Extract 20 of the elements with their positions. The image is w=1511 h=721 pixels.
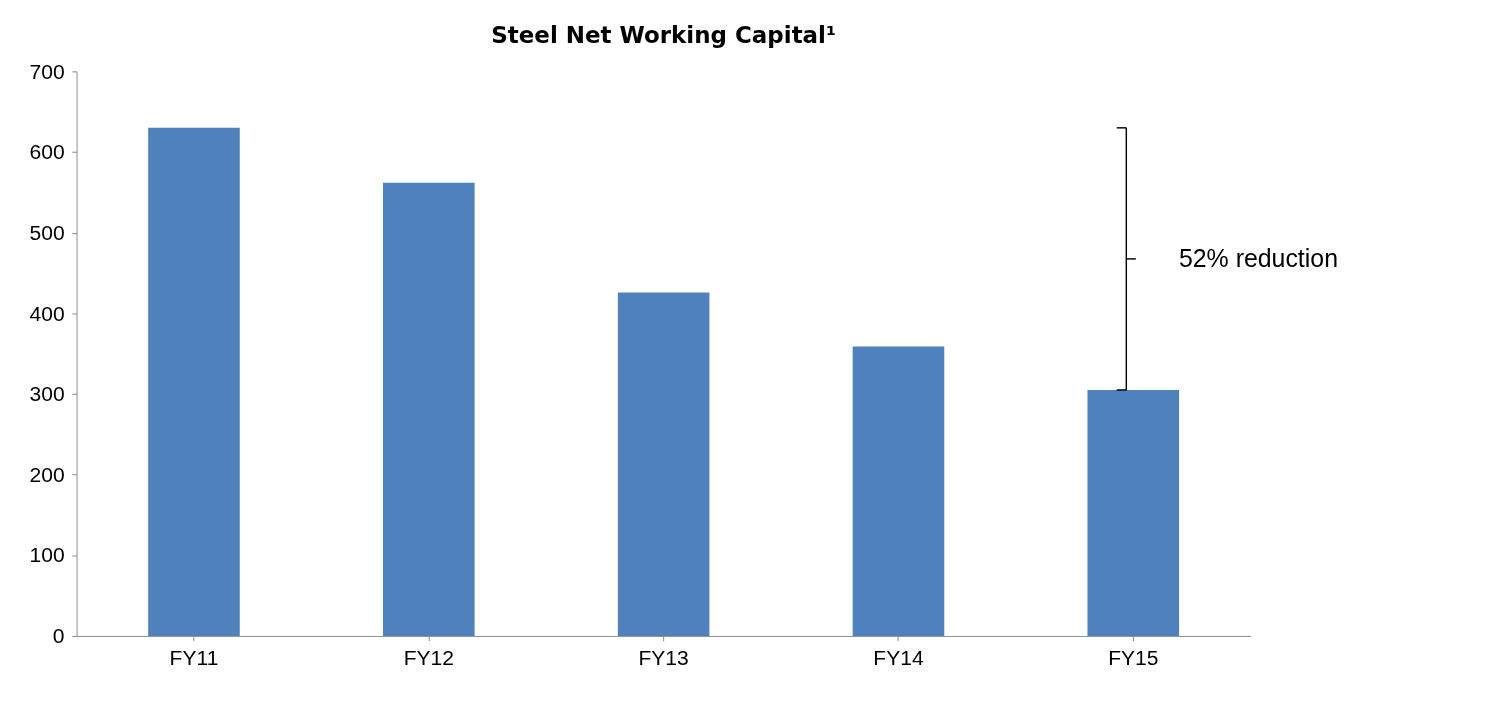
y-tick-label: 0 xyxy=(52,624,65,648)
bar xyxy=(383,182,475,636)
chart-title: Steel Net Working Capital¹ xyxy=(491,21,836,48)
y-tick-label: 200 xyxy=(29,462,65,486)
y-tick-label: 700 xyxy=(29,59,65,83)
x-tick-label: FY12 xyxy=(403,646,454,670)
bar xyxy=(1087,389,1180,636)
bar xyxy=(148,127,240,636)
y-tick-label: 600 xyxy=(29,140,65,164)
y-tick-label: 100 xyxy=(29,543,65,567)
x-tick-label: FY15 xyxy=(1108,646,1159,670)
y-tick-label: 500 xyxy=(29,220,65,244)
bar xyxy=(617,292,710,636)
bar xyxy=(852,346,945,636)
x-tick-label: FY13 xyxy=(638,646,689,670)
x-tick-label: FY11 xyxy=(169,646,219,670)
annotation: 52% reduction xyxy=(1178,243,1338,272)
y-tick-label: 400 xyxy=(29,301,65,325)
y-tick-label: 300 xyxy=(29,382,65,406)
x-tick-label: FY14 xyxy=(873,646,924,670)
